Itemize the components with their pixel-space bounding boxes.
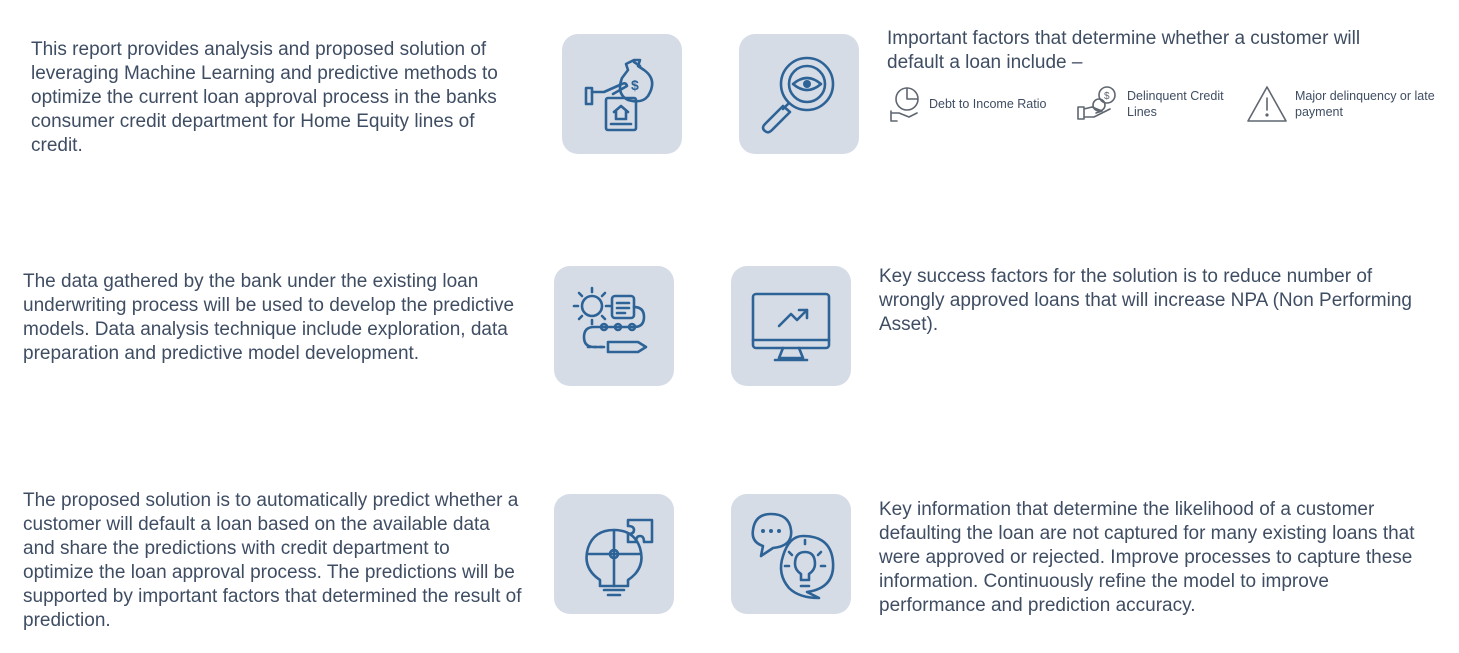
monitor-growth-icon [751,292,831,362]
process-workflow-tile [554,266,674,386]
factor-major-delinquency: Major delinquency or late payment [1245,84,1435,124]
process-workflow-icon [572,286,648,354]
home-loan-icon: $ [584,58,654,132]
intro-paragraph: This report provides analysis and propos… [31,39,498,156]
data-gathering-paragraph: The data gathered by the bank under the … [23,271,515,364]
factor-delinquent-lines: $ Delinquent Credit Lines [1075,85,1237,123]
factor-label: Major delinquency or late payment [1295,89,1435,119]
success-factors-text: Key success factors for the solution is … [879,266,1412,335]
chat-idea-tile [731,494,851,614]
magnifier-eye-icon [761,56,835,134]
factor-debt-income: Debt to Income Ratio [887,83,1059,125]
svg-text:$: $ [1104,91,1110,102]
svg-text:$: $ [631,77,639,93]
puzzle-bulb-tile [554,494,674,614]
pie-hand-icon [890,87,919,122]
factor-label: Debt to Income Ratio [929,97,1047,111]
home-loan-tile: $ [562,34,682,154]
factors-intro-text: Important factors that determine whether… [887,28,1361,73]
magnifier-eye-tile [739,34,859,154]
proposed-solution-paragraph: The proposed solution is to automaticall… [23,490,522,631]
chat-idea-icon [751,512,835,600]
key-information-text: Key information that determine the likel… [879,499,1415,616]
warning-icon [1247,86,1287,122]
puzzle-bulb-icon [585,518,654,597]
money-hand-icon: $ [1077,86,1116,120]
factor-label: Delinquent Credit Lines [1127,89,1224,119]
monitor-growth-tile [731,266,851,386]
